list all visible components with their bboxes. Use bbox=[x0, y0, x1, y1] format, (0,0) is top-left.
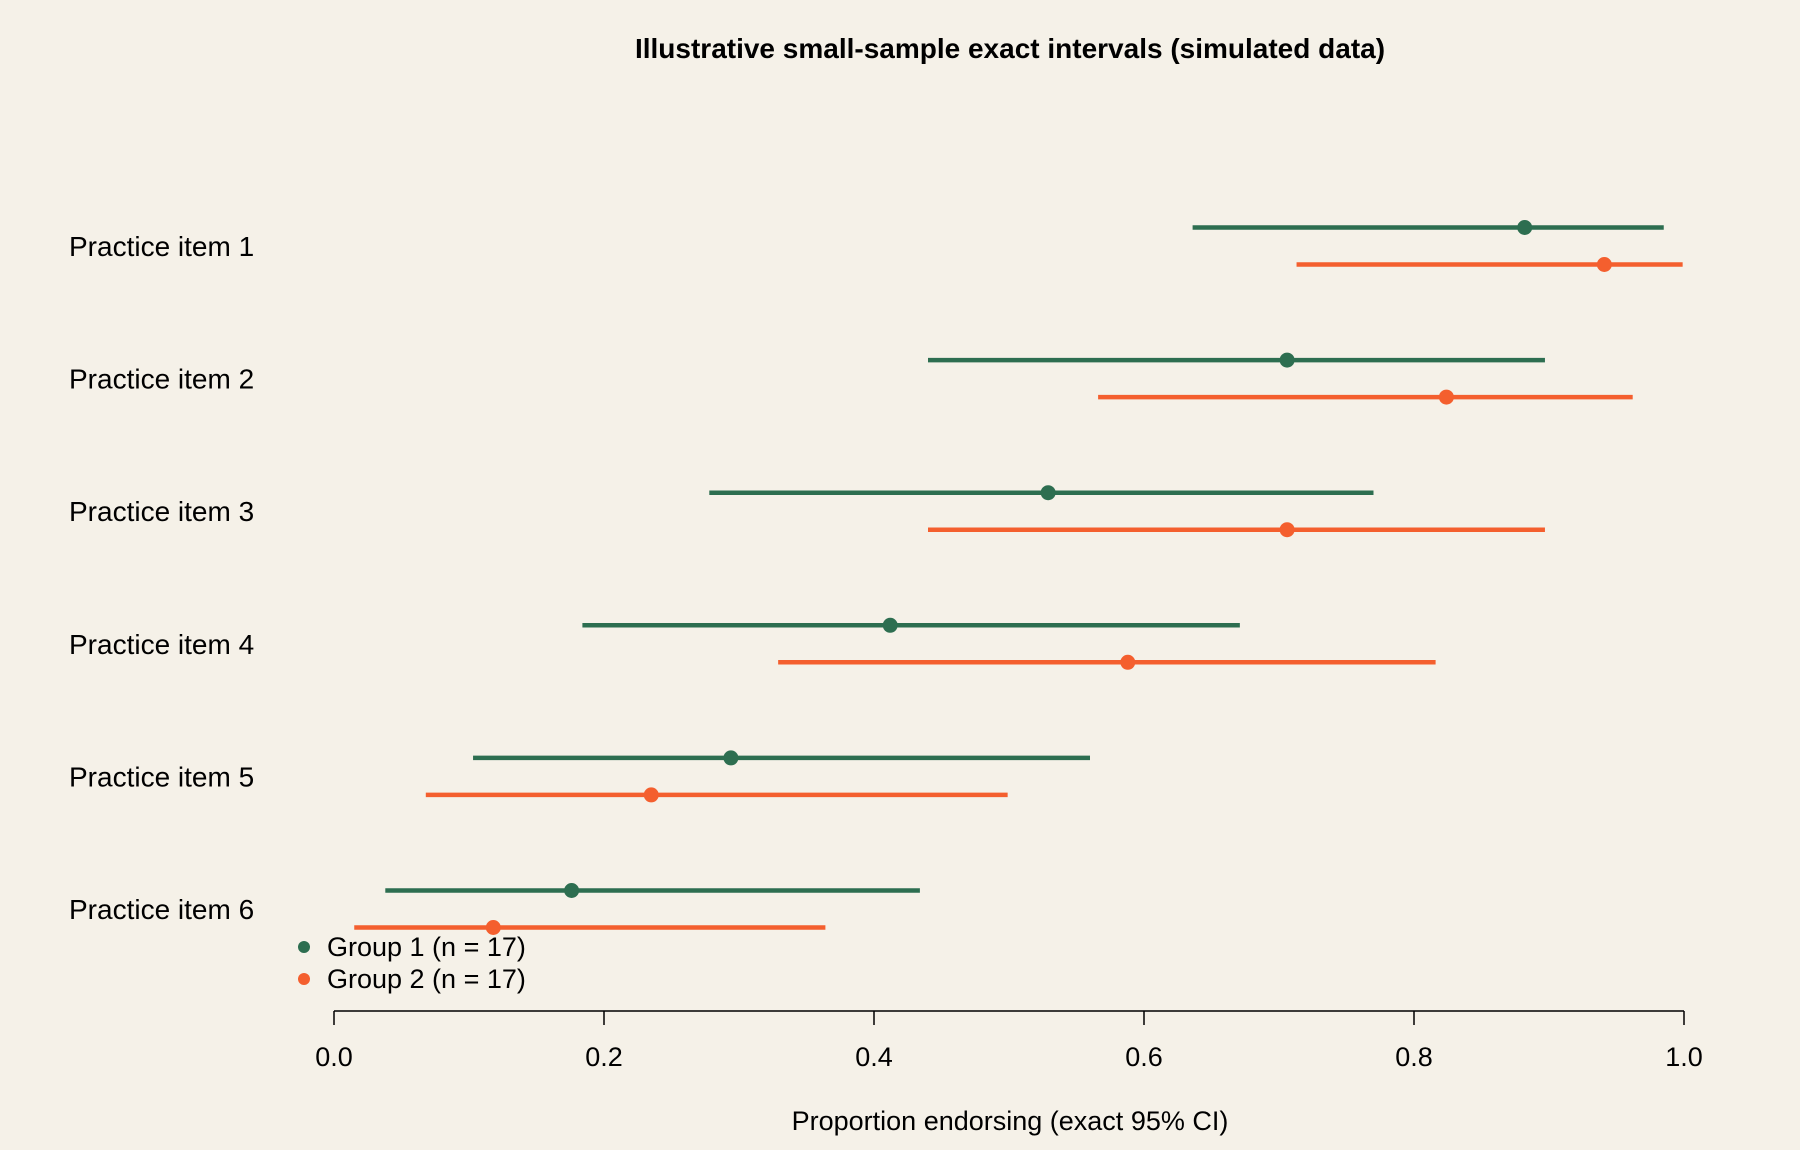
estimate-point bbox=[1120, 654, 1136, 670]
legend: Group 1 (n = 17)Group 2 (n = 17) bbox=[298, 932, 526, 994]
x-tick-label: 1.0 bbox=[1665, 1042, 1703, 1072]
x-axis-label: Proportion endorsing (exact 95% CI) bbox=[792, 1106, 1229, 1136]
estimate-point bbox=[485, 920, 501, 935]
y-category-label: Practice item 6 bbox=[69, 894, 254, 925]
y-category-label: Practice item 1 bbox=[69, 231, 254, 262]
interval-series bbox=[354, 220, 1683, 935]
y-category-label: Practice item 5 bbox=[69, 761, 254, 792]
x-tick-label: 0.2 bbox=[585, 1042, 623, 1072]
chart-title: Illustrative small-sample exact interval… bbox=[635, 33, 1385, 64]
x-tick-label: 0.6 bbox=[1125, 1042, 1163, 1072]
x-tick-label: 0.8 bbox=[1395, 1042, 1433, 1072]
y-category-label: Practice item 4 bbox=[69, 629, 254, 660]
estimate-point bbox=[564, 883, 580, 898]
y-axis-labels: Practice item 1 Practice item 2 Practice i… bbox=[69, 231, 254, 925]
interval-series-2 bbox=[354, 257, 1683, 935]
legend-marker bbox=[298, 941, 310, 953]
legend-item: Group 1 (n = 17) bbox=[298, 932, 526, 962]
x-tick-label: 0.0 bbox=[315, 1042, 353, 1072]
estimate-point bbox=[643, 787, 659, 803]
x-tick-label: 0.4 bbox=[855, 1042, 893, 1072]
legend-marker bbox=[298, 973, 310, 985]
estimate-point bbox=[723, 750, 739, 766]
estimate-point bbox=[1517, 220, 1533, 235]
estimate-point bbox=[1279, 352, 1295, 368]
y-category-label: Practice item 3 bbox=[69, 496, 254, 527]
interval-series-1 bbox=[385, 220, 1664, 898]
y-category-label: Practice item 2 bbox=[69, 364, 254, 395]
legend-label: Group 2 (n = 17) bbox=[327, 964, 526, 994]
estimate-point bbox=[1438, 389, 1454, 405]
legend-label: Group 1 (n = 17) bbox=[327, 932, 526, 962]
estimate-point bbox=[1596, 257, 1612, 272]
estimate-point bbox=[882, 617, 898, 633]
estimate-point bbox=[1279, 522, 1295, 538]
legend-item: Group 2 (n = 17) bbox=[298, 964, 526, 994]
estimate-point bbox=[1040, 485, 1056, 501]
x-axis: 0.0 0.2 0.4 0.6 0.8 1.0 bbox=[315, 1010, 1703, 1072]
